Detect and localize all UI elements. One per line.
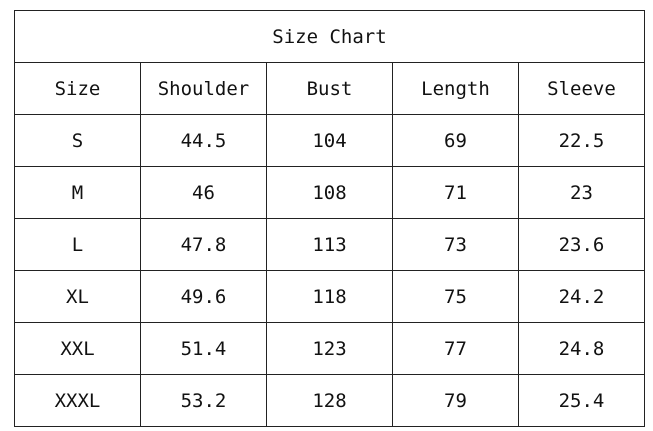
title-row: Size Chart xyxy=(14,10,645,63)
header-length: Length xyxy=(392,62,519,115)
size-chart-table: Size Chart Size Shoulder Bust Length Sle… xyxy=(14,10,645,427)
cell-size: XXL xyxy=(14,322,141,375)
table-row: L 47.8 113 73 23.6 xyxy=(14,218,645,271)
cell-shoulder: 51.4 xyxy=(140,322,267,375)
cell-bust: 123 xyxy=(266,322,393,375)
cell-shoulder: 53.2 xyxy=(140,374,267,427)
header-bust: Bust xyxy=(266,62,393,115)
cell-shoulder: 46 xyxy=(140,166,267,219)
cell-bust: 118 xyxy=(266,270,393,323)
cell-length: 75 xyxy=(392,270,519,323)
table-row: XL 49.6 118 75 24.2 xyxy=(14,270,645,323)
header-sleeve: Sleeve xyxy=(518,62,645,115)
header-shoulder: Shoulder xyxy=(140,62,267,115)
cell-length: 71 xyxy=(392,166,519,219)
cell-size: XXXL xyxy=(14,374,141,427)
table-row: S 44.5 104 69 22.5 xyxy=(14,114,645,167)
cell-size: L xyxy=(14,218,141,271)
cell-bust: 104 xyxy=(266,114,393,167)
cell-shoulder: 47.8 xyxy=(140,218,267,271)
cell-length: 79 xyxy=(392,374,519,427)
cell-shoulder: 44.5 xyxy=(140,114,267,167)
table-title: Size Chart xyxy=(14,10,645,63)
cell-length: 73 xyxy=(392,218,519,271)
cell-length: 77 xyxy=(392,322,519,375)
cell-bust: 108 xyxy=(266,166,393,219)
cell-bust: 113 xyxy=(266,218,393,271)
cell-sleeve: 23.6 xyxy=(518,218,645,271)
header-size: Size xyxy=(14,62,141,115)
cell-sleeve: 22.5 xyxy=(518,114,645,167)
cell-sleeve: 24.8 xyxy=(518,322,645,375)
cell-shoulder: 49.6 xyxy=(140,270,267,323)
cell-sleeve: 25.4 xyxy=(518,374,645,427)
cell-size: S xyxy=(14,114,141,167)
header-row: Size Shoulder Bust Length Sleeve xyxy=(14,62,645,115)
table-row: XXXL 53.2 128 79 25.4 xyxy=(14,374,645,427)
cell-length: 69 xyxy=(392,114,519,167)
cell-size: M xyxy=(14,166,141,219)
table-body: S 44.5 104 69 22.5 M 46 108 71 23 L 47.8 113 73 23.6 XL… xyxy=(14,114,645,427)
cell-size: XL xyxy=(14,270,141,323)
table-row: M 46 108 71 23 xyxy=(14,166,645,219)
table-row: XXL 51.4 123 77 24.8 xyxy=(14,322,645,375)
cell-sleeve: 24.2 xyxy=(518,270,645,323)
cell-bust: 128 xyxy=(266,374,393,427)
cell-sleeve: 23 xyxy=(518,166,645,219)
